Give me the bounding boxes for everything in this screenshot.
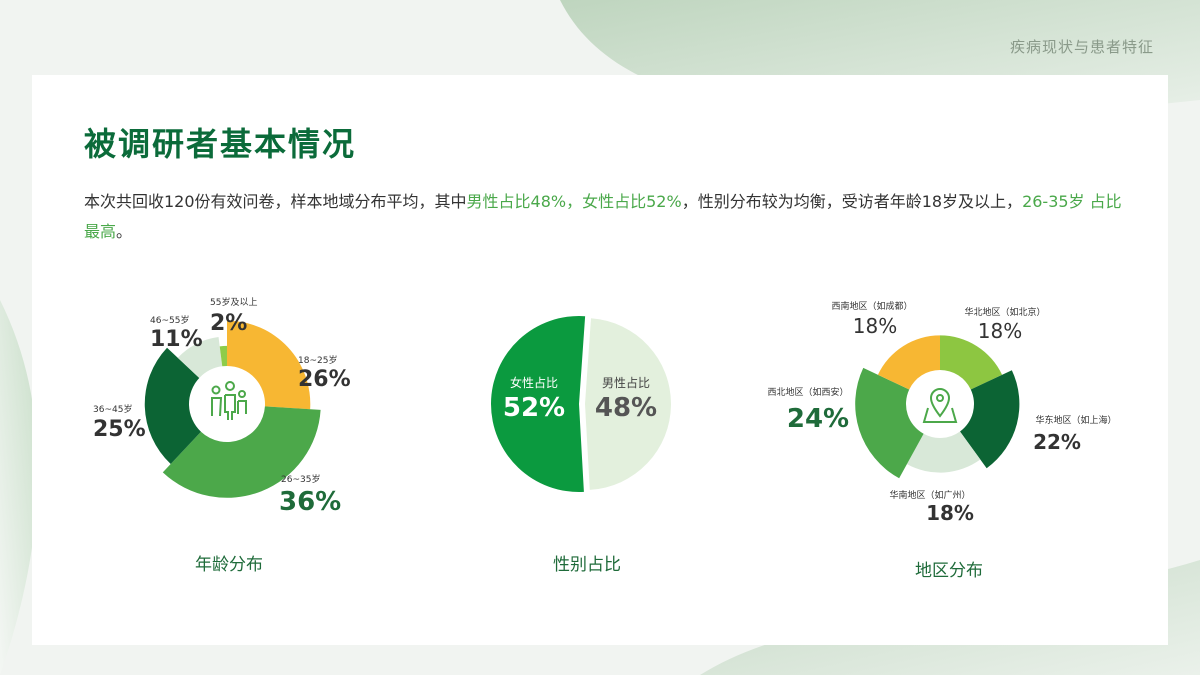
age-slice-3	[177, 336, 223, 378]
age-slice-0	[227, 320, 311, 410]
gender-ratio-chart	[491, 316, 671, 492]
desc-text-3: 。	[116, 222, 133, 241]
age-label-value-36-45: 25%	[93, 417, 146, 442]
gender-slice-female	[491, 316, 586, 492]
age-chart-caption: 年龄分布	[195, 555, 263, 575]
age-slice-2	[144, 347, 201, 464]
region-value-northwest: 24%	[787, 404, 849, 434]
description-paragraph: 本次共回收120份有效问卷，样本地域分布平均，其中男性占比48%，女性占比52%…	[84, 187, 1124, 247]
gender-label-male: 男性占比	[602, 375, 650, 390]
gender-chart-caption: 性别占比	[553, 555, 621, 575]
region-distribution-chart	[855, 335, 1020, 479]
family-icon	[211, 381, 247, 420]
desc-highlight-gender: 男性占比48%，女性占比52%	[466, 192, 682, 211]
region-value-south: 18%	[926, 501, 974, 525]
gender-slice-male	[585, 318, 671, 490]
gender-value-female: 52%	[503, 393, 565, 423]
age-label-category-18-25: 18~25岁	[298, 354, 337, 366]
desc-highlight-age: 26-35岁 占比最高	[84, 192, 1122, 241]
gender-value-male: 48%	[595, 393, 657, 423]
age-slice-4	[219, 345, 227, 367]
age-label-category-55plus: 55岁及以上	[210, 296, 257, 308]
age-slice-1	[162, 406, 321, 498]
age-label-category-36-45: 36~45岁	[93, 403, 132, 415]
age-label-category-46-55: 46~55岁	[150, 314, 189, 326]
age-label-value-26-35: 36%	[279, 487, 341, 517]
region-slice-0	[940, 335, 1003, 390]
region-label-south: 华南地区（如广州）	[889, 489, 970, 501]
region-slice-4	[877, 335, 940, 390]
age-label-value-18-25: 26%	[298, 367, 351, 392]
section-title: 疾病现状与患者特征	[1009, 38, 1154, 56]
age-label-value-55plus: 2%	[210, 311, 247, 336]
region-label-north: 华北地区（如北京）	[964, 306, 1045, 318]
age-distribution-chart	[144, 320, 321, 498]
gender-label-female: 女性占比	[510, 375, 558, 390]
desc-text-2: ，性别分布较为均衡，受访者年龄18岁及以上，	[681, 192, 1023, 211]
region-value-north: 18%	[978, 319, 1022, 343]
region-chart-caption: 地区分布	[915, 561, 983, 581]
region-slice-3	[855, 367, 924, 479]
region-label-east: 华东地区（如上海）	[1035, 414, 1116, 426]
desc-text-1: 本次共回收120份有效问卷，样本地域分布平均，其中	[84, 192, 467, 211]
region-label-southwest: 西南地区（如成都）	[831, 300, 912, 312]
region-slice-2	[906, 431, 981, 473]
map-pin-icon	[922, 388, 958, 423]
age-label-value-46-55: 11%	[150, 327, 203, 352]
region-value-southwest: 18%	[853, 314, 897, 338]
region-value-east: 22%	[1033, 430, 1081, 454]
age-label-category-26-35: 26~35岁	[281, 473, 320, 485]
region-label-northwest: 西北地区（如西安）	[767, 386, 848, 398]
page-title: 被调研者基本情况	[84, 125, 357, 163]
region-slice-1	[959, 370, 1020, 469]
